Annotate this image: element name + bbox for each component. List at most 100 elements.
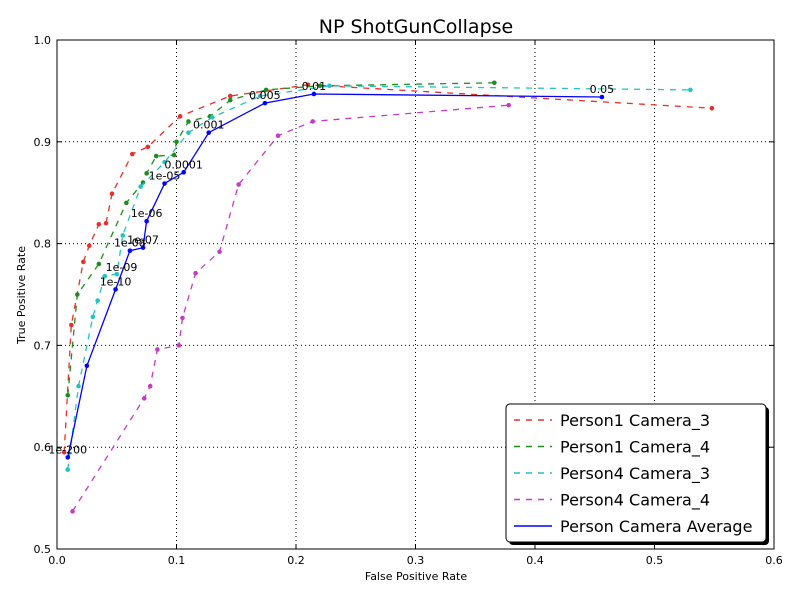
series-line: [71, 104, 509, 512]
x-tick-label: 0.4: [526, 554, 544, 567]
data-point: [688, 87, 693, 93]
y-tick-label: 0.8: [34, 238, 52, 251]
x-tick-label: 0.5: [646, 554, 664, 567]
data-point: [162, 181, 167, 186]
y-tick-label: 0.5: [34, 543, 52, 556]
data-point: [90, 314, 96, 320]
data-point: [140, 245, 146, 250]
data-point: [69, 322, 74, 328]
data-point: [311, 91, 317, 97]
data-point: [275, 133, 281, 138]
threshold-annotation: 1e-08: [114, 237, 146, 250]
data-point: [102, 273, 108, 279]
data-point: [127, 248, 133, 254]
data-point: [257, 93, 263, 99]
data-point: [262, 100, 268, 106]
data-point: [113, 287, 118, 292]
x-tick-label: 0.0: [48, 554, 66, 567]
legend: Person1 Camera_3 Person1 Camera_4 Person4 …: [505, 403, 769, 545]
threshold-annotation: 0.001: [193, 119, 225, 132]
data-point: [492, 80, 497, 86]
threshold-annotation: 0.01: [302, 80, 327, 93]
x-axis-label: False Positive Rate: [365, 570, 467, 583]
data-point: [206, 130, 212, 135]
x-tick-label: 0.1: [168, 554, 186, 567]
data-point: [61, 449, 67, 455]
data-point: [174, 139, 179, 145]
legend-label: Person Camera Average: [560, 517, 752, 536]
series-person1-camera-4: [65, 80, 497, 398]
data-point: [176, 343, 182, 348]
data-point: [310, 119, 316, 124]
data-point: [95, 298, 100, 303]
data-point: [153, 153, 159, 159]
annotations: 1e-2001e-101e-091e-081e-071e-061e-050.00…: [48, 80, 614, 456]
threshold-annotation: 0.005: [249, 89, 281, 102]
data-point: [210, 115, 215, 120]
y-axis-label: True Positive Rate: [15, 246, 28, 345]
data-point: [599, 94, 605, 100]
chart-title: NP ShotGunCollapse: [319, 16, 513, 38]
threshold-annotation: 1e-07: [127, 234, 159, 247]
threshold-annotation: 0.0001: [164, 158, 203, 171]
threshold-annotation: 1e-09: [106, 261, 138, 274]
data-point: [317, 83, 323, 89]
data-point: [145, 144, 151, 150]
data-point: [65, 392, 71, 398]
y-tick-label: 1.0: [34, 34, 52, 47]
data-point: [103, 220, 109, 226]
data-point: [120, 233, 126, 238]
data-point: [141, 396, 147, 401]
legend-label: Person4 Camera_3: [560, 464, 710, 484]
data-point: [217, 249, 222, 255]
data-point: [227, 93, 233, 99]
data-point: [86, 243, 92, 248]
data-point: [80, 259, 86, 265]
series-person1-camera-3: [61, 82, 715, 455]
series-line: [63, 84, 712, 453]
data-point: [147, 383, 153, 389]
data-point: [236, 182, 241, 187]
data-point: [155, 347, 160, 352]
data-point: [186, 119, 191, 124]
y-tick-label: 0.6: [34, 441, 52, 454]
series-person4-camera-3: [65, 83, 693, 472]
legend-label: Person1 Camera_4: [560, 438, 710, 458]
data-point: [506, 102, 512, 108]
legend-label: Person1 Camera_3: [560, 411, 710, 431]
data-point: [96, 261, 102, 267]
data-point: [96, 221, 102, 227]
series-layer: [61, 80, 715, 514]
data-point: [177, 114, 183, 119]
data-point: [162, 159, 167, 165]
threshold-annotation: 1e-10: [100, 275, 132, 288]
data-point: [305, 82, 311, 88]
data-point: [109, 191, 115, 197]
data-point: [171, 152, 177, 158]
data-point: [114, 271, 120, 277]
y-tick-label: 0.7: [34, 339, 52, 352]
data-point: [138, 184, 143, 189]
data-point: [84, 363, 90, 369]
data-point: [75, 292, 80, 297]
x-tick-label: 0.6: [765, 554, 783, 567]
data-point: [144, 218, 149, 224]
data-point: [180, 315, 185, 321]
threshold-annotation: 1e-05: [149, 170, 181, 183]
legend-label: Person4 Camera_4: [560, 491, 710, 511]
data-point: [144, 171, 149, 176]
x-tick-label: 0.3: [407, 554, 425, 567]
series-line: [67, 93, 602, 458]
y-tick-label: 0.9: [34, 136, 52, 149]
threshold-annotation: 0.05: [590, 83, 615, 96]
data-point: [181, 170, 186, 175]
legend-box: [505, 403, 767, 543]
data-point: [129, 151, 135, 157]
series-person4-camera-4: [70, 102, 512, 514]
ticks: 0.0 0.1 0.2 0.3 0.4 0.5 0.6 0.5 0.6 0.7 0.8 0.9 1.0: [34, 34, 783, 567]
data-point: [186, 130, 191, 135]
data-point: [227, 97, 233, 103]
threshold-annotation: 1e-200: [48, 443, 87, 456]
